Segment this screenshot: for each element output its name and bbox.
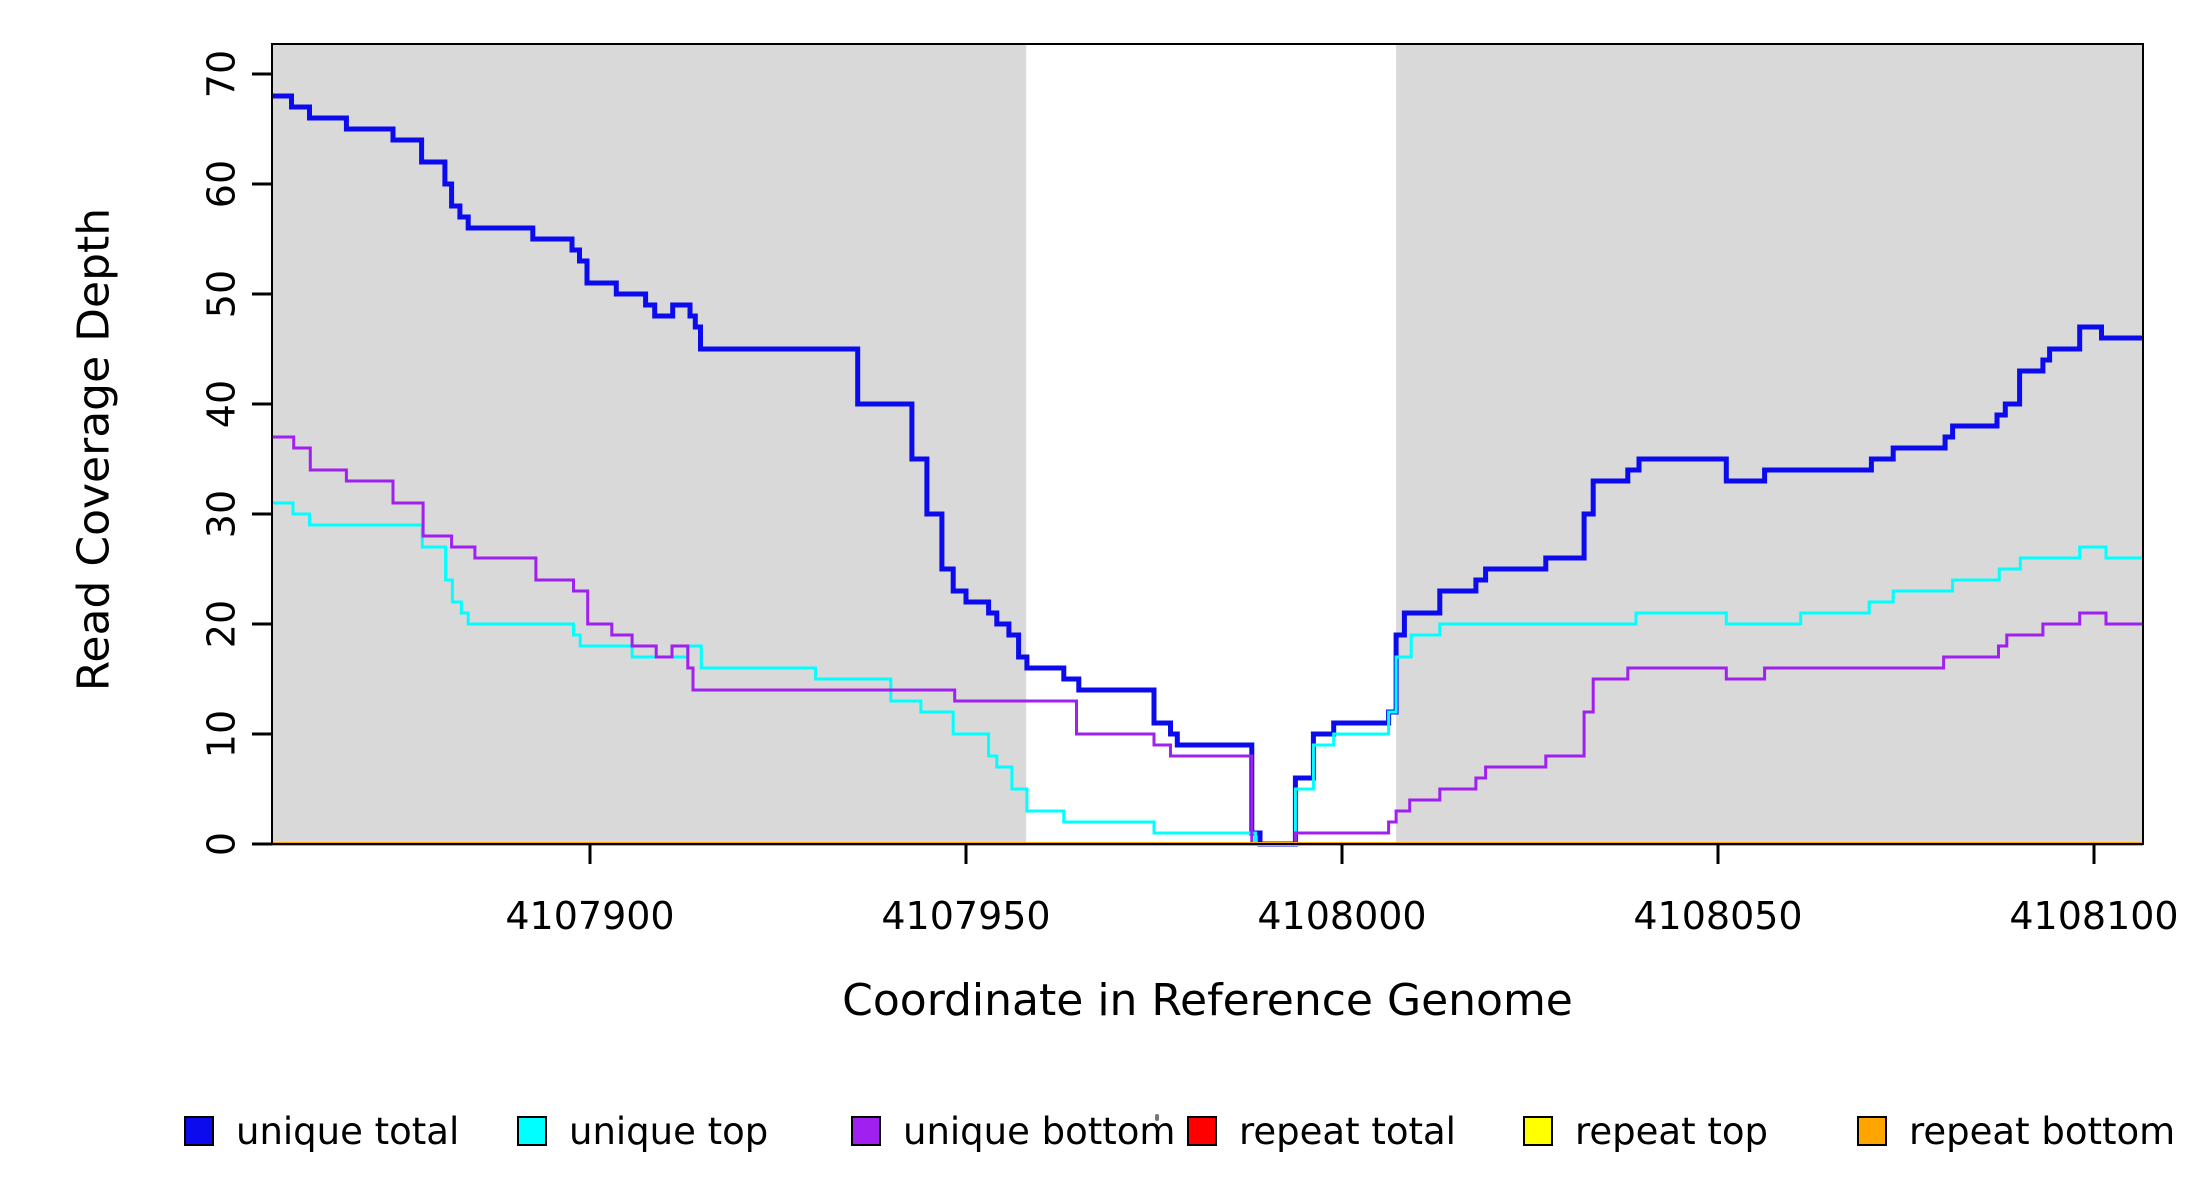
y-tick-label: 20	[200, 600, 244, 648]
y-tick-label: 60	[200, 160, 244, 208]
legend-label: unique bottom	[903, 1109, 1176, 1153]
legend-swatch-repeat-total	[1187, 1116, 1217, 1146]
x-tick-label: 4108000	[1257, 894, 1426, 938]
series-unique-total	[271, 93, 2143, 847]
legend-item-repeat-bottom: repeat bottom	[1857, 1108, 2175, 1154]
left-gray-band	[271, 44, 1027, 844]
stray-mark	[1155, 1114, 1159, 1121]
legend-item-unique-top: unique top	[517, 1108, 768, 1154]
y-tick-label: 10	[200, 710, 244, 758]
x-axis-title: Coordinate in Reference Genome	[842, 975, 1573, 1026]
chart-legend: unique total unique top unique bottom repea…	[0, 1108, 2200, 1168]
x-tick-label: 4107900	[505, 894, 674, 938]
x-tick-label: 4108050	[1633, 894, 1802, 938]
legend-swatch-unique-total	[184, 1116, 214, 1146]
series-unique-top	[271, 501, 2143, 846]
legend-swatch-unique-bottom	[851, 1116, 881, 1146]
legend-swatch-repeat-bottom	[1857, 1116, 1887, 1146]
y-tick-label: 50	[200, 270, 244, 318]
legend-label: repeat bottom	[1909, 1109, 2176, 1153]
legend-label: unique total	[236, 1109, 460, 1153]
y-axis-title: Read Coverage Depth	[68, 207, 120, 692]
legend-item-repeat-top: repeat top	[1523, 1108, 1768, 1154]
plot-box	[271, 43, 2144, 845]
legend-label: repeat top	[1575, 1109, 1768, 1153]
y-tick-label: 70	[200, 50, 244, 98]
series-unique-bottom	[271, 435, 2143, 846]
right-gray-band	[1396, 44, 2143, 844]
y-tick-label: 30	[200, 490, 244, 538]
legend-item-unique-bottom: unique bottom	[851, 1108, 1175, 1154]
legend-item-unique-total: unique total	[184, 1108, 459, 1154]
legend-label: unique top	[569, 1109, 769, 1153]
legend-item-repeat-total: repeat total	[1187, 1108, 1456, 1154]
y-tick-label: 0	[200, 832, 244, 856]
legend-label: repeat total	[1239, 1109, 1456, 1153]
x-tick-label: 4107950	[881, 894, 1050, 938]
y-tick-label: 40	[200, 380, 244, 428]
legend-swatch-unique-top	[517, 1116, 547, 1146]
legend-swatch-repeat-top	[1523, 1116, 1553, 1146]
x-tick-label: 4108100	[2009, 894, 2178, 938]
